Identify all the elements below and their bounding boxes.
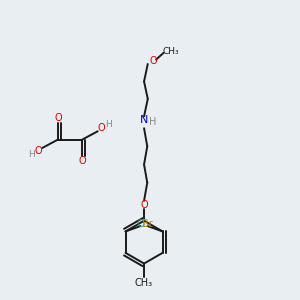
Text: O: O xyxy=(35,146,42,156)
Text: N: N xyxy=(140,115,148,125)
Text: CH₃: CH₃ xyxy=(135,278,153,288)
Text: CH₃: CH₃ xyxy=(163,47,179,56)
Text: O: O xyxy=(98,123,105,133)
Text: H: H xyxy=(28,150,35,159)
Text: H: H xyxy=(105,120,112,129)
Text: O: O xyxy=(149,56,157,66)
Text: O: O xyxy=(54,113,62,123)
Text: H: H xyxy=(149,117,157,127)
Text: O: O xyxy=(140,200,148,210)
Text: Br: Br xyxy=(142,219,152,229)
Text: O: O xyxy=(78,156,86,166)
Text: Cl: Cl xyxy=(136,219,146,229)
